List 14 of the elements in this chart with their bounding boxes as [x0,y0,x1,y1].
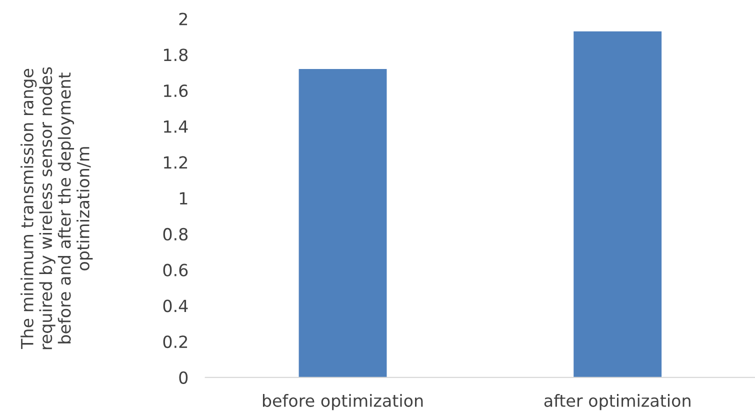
y-tick-label: 1.6 [164,84,188,98]
y-axis-title: The minimum transmission range required by wireless sensor nodes before and after the deployment optimization/m [20,67,93,350]
y-tick-label: 2 [179,12,188,26]
y-tick-label: 0.6 [163,264,188,276]
y-tick-label: 1.2 [164,156,188,169]
y-tick-label: 0 [179,371,188,384]
y-tick-label: 1 [180,192,188,204]
y-tick-label: 0.2 [163,335,188,348]
y-tick-label: 0.8 [163,228,188,241]
x-tick-label: after optimization [544,394,690,410]
y-tick-label: 1.4 [164,120,188,133]
x-tick-label: before optimization [262,394,423,410]
y-tick-label: 1.8 [164,48,188,62]
y-tick-label: 0.4 [163,300,188,312]
